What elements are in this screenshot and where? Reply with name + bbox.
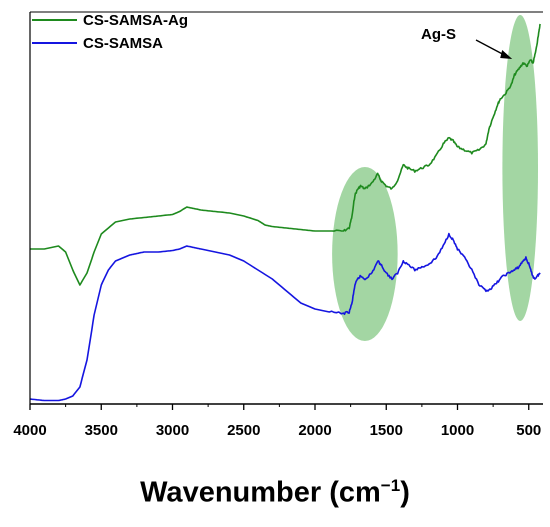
x-tick-label-1000: 1000 <box>441 422 474 439</box>
x-tick-label-500: 500 <box>516 422 541 439</box>
x-tick-label-4000: 4000 <box>13 422 46 439</box>
highlight-ellipse-0 <box>332 167 398 341</box>
series-line-cs-samsa-ag <box>30 23 541 286</box>
annotation-text: Ag-S <box>421 26 456 43</box>
x-ticks: 4000 3500 3000 2500 2000 1500 1000 500 <box>13 404 541 439</box>
x-tick-label-2000: 2000 <box>298 422 331 439</box>
legend-label-cs-samsa-ag: CS-SAMSA-Ag <box>83 12 188 29</box>
annotation-ag-s: Ag-S <box>421 26 513 59</box>
highlight-ellipse-1 <box>502 15 539 321</box>
x-tick-label-2500: 2500 <box>227 422 260 439</box>
x-tick-label-3500: 3500 <box>85 422 118 439</box>
x-axis <box>29 11 543 405</box>
x-axis-label-exponent: −1 <box>380 476 401 495</box>
x-axis-label: Wavenumber (cm−1) <box>0 476 550 510</box>
highlight-regions <box>332 15 539 341</box>
x-tick-label-3000: 3000 <box>156 422 189 439</box>
x-axis-label-main: Wavenumber (cm <box>140 476 381 509</box>
series-line-cs-samsa <box>29 232 541 402</box>
x-axis-label-close: ) <box>400 476 410 509</box>
legend: CS-SAMSA-Ag CS-SAMSA <box>32 12 188 52</box>
annotation-arrowhead <box>500 50 513 59</box>
legend-label-cs-samsa: CS-SAMSA <box>83 35 163 52</box>
series-lines <box>29 23 541 402</box>
x-tick-label-1500: 1500 <box>370 422 403 439</box>
annotation-arrow <box>475 39 507 57</box>
